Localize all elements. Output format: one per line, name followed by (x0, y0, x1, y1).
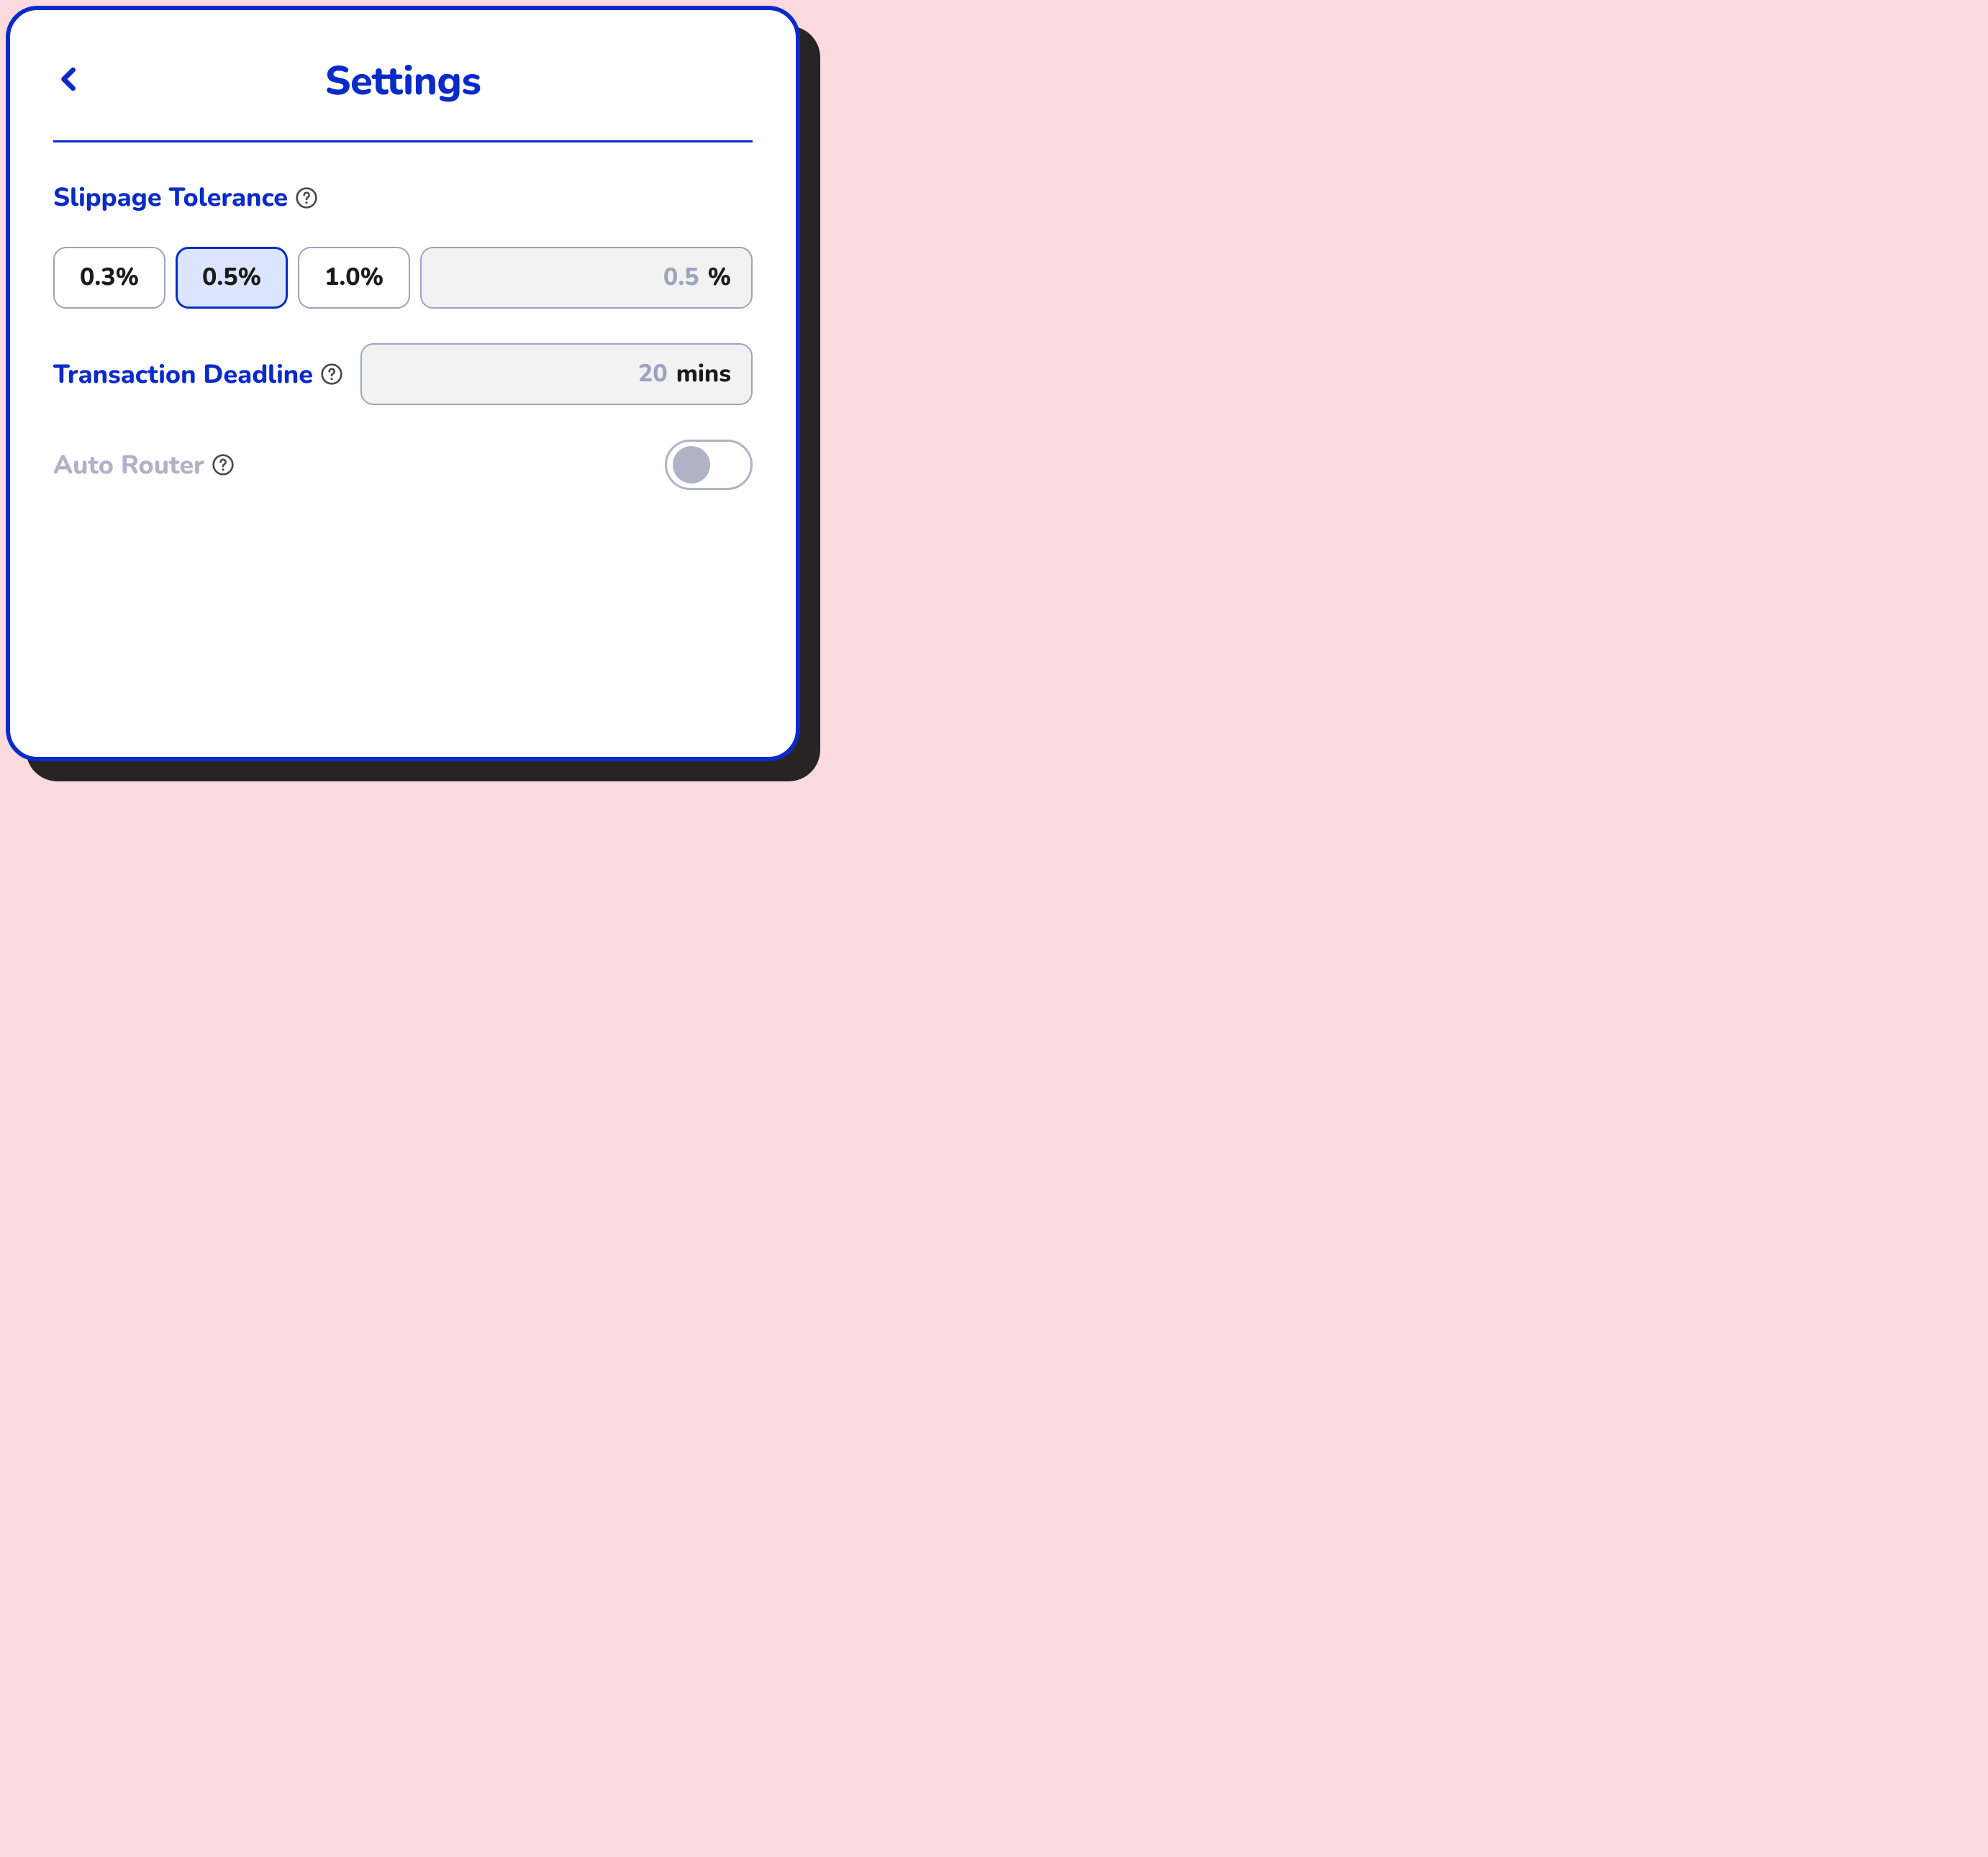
slippage-custom-unit: % (708, 261, 731, 294)
deadline-label: Transaction Deadline (53, 357, 313, 392)
slippage-options-row: 0.3% 0.5% 1.0% 0.5 % (53, 247, 753, 309)
slippage-custom-value: 0.5 (663, 261, 699, 294)
auto-router-toggle[interactable] (665, 440, 753, 490)
toggle-knob (673, 446, 710, 483)
header: Settings (53, 53, 753, 109)
question-circle-icon[interactable] (295, 186, 318, 209)
deadline-unit: mins (676, 358, 731, 391)
slippage-section: Slippage Tolerance 0.3% 0.5% 1.0% 0.5 % (53, 180, 753, 309)
divider (53, 140, 753, 142)
question-circle-icon[interactable] (212, 453, 235, 476)
page-title: Settings (325, 53, 481, 109)
slippage-label-row: Slippage Tolerance (53, 180, 753, 215)
auto-router-label-row: Auto Router (53, 448, 235, 483)
deadline-input[interactable]: 20 mins (360, 343, 753, 405)
slippage-option-2[interactable]: 1.0% (298, 247, 410, 309)
slippage-custom-input[interactable]: 0.5 % (420, 247, 753, 309)
deadline-section: Transaction Deadline 20 mins (53, 343, 753, 405)
slippage-option-0[interactable]: 0.3% (53, 247, 165, 309)
question-circle-icon[interactable] (320, 363, 343, 386)
back-button[interactable] (53, 65, 85, 97)
slippage-option-1[interactable]: 0.5% (176, 247, 288, 309)
settings-card: Settings Slippage Tolerance 0.3% 0.5% 1.… (6, 6, 800, 761)
settings-panel-wrapper: Settings Slippage Tolerance 0.3% 0.5% 1.… (6, 6, 800, 761)
auto-router-section: Auto Router (53, 440, 753, 490)
auto-router-label: Auto Router (53, 448, 204, 483)
slippage-label: Slippage Tolerance (53, 180, 288, 215)
deadline-value: 20 (638, 358, 668, 391)
deadline-label-row: Transaction Deadline (53, 357, 343, 392)
chevron-left-icon (53, 63, 85, 99)
